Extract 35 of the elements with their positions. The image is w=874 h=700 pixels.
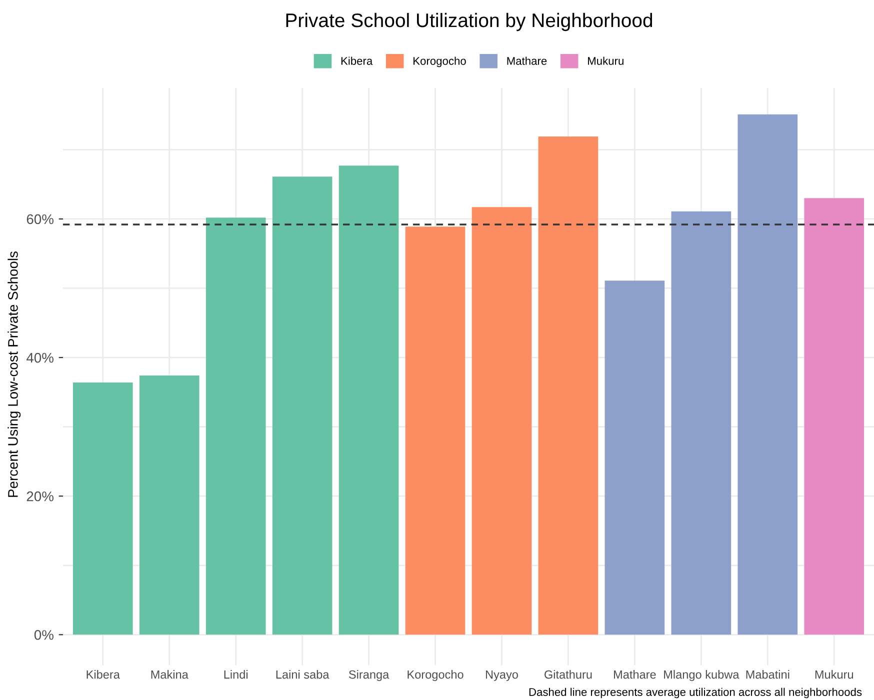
bar	[472, 207, 532, 635]
legend-label: Mukuru	[588, 56, 624, 65]
y-tick-label: 60%	[26, 214, 54, 224]
bar	[72, 382, 133, 635]
text: Dashed line represents average utilization across all neighborhoods	[529, 688, 862, 698]
x-tick-label: Nyayo	[486, 670, 518, 682]
y-axis-title: Percent Using Low-cost Private Schools	[8, 251, 21, 497]
x-tick-label: Korogocho	[408, 670, 464, 682]
x-tick-label: Kibera	[86, 670, 120, 679]
x-tick-label: Mabatini	[746, 670, 790, 679]
x-tick-label: Siranga	[348, 670, 390, 682]
legend-label: Mathare	[507, 56, 547, 65]
bar	[604, 280, 665, 635]
bar	[338, 166, 399, 635]
x-tick-label: Gitathuru	[544, 670, 592, 679]
y-tick-label: 40%	[26, 352, 54, 363]
x-tick-label: Laini saba	[276, 670, 330, 679]
bar	[804, 198, 864, 635]
bar	[405, 226, 466, 635]
x-tick-label: Mathare	[614, 670, 656, 679]
y-tick-label: 0%	[34, 630, 54, 640]
x-tick-label: Mukuru	[815, 670, 854, 679]
legend-label: Kibera	[341, 56, 373, 65]
x-tick-label: Makina	[151, 670, 188, 679]
bar	[139, 376, 200, 635]
bar	[671, 211, 732, 635]
bar	[272, 176, 332, 635]
x-tick-label: Mlango kubwa	[664, 670, 740, 682]
legend-label: Korogocho	[414, 56, 466, 68]
bar	[738, 114, 798, 635]
y-tick-label: 20%	[26, 491, 54, 502]
bar	[206, 218, 266, 635]
chart-title: Private School Utilization by Neighborhood	[286, 12, 652, 32]
bar	[538, 136, 598, 635]
x-tick-label: Lindi	[224, 670, 248, 679]
